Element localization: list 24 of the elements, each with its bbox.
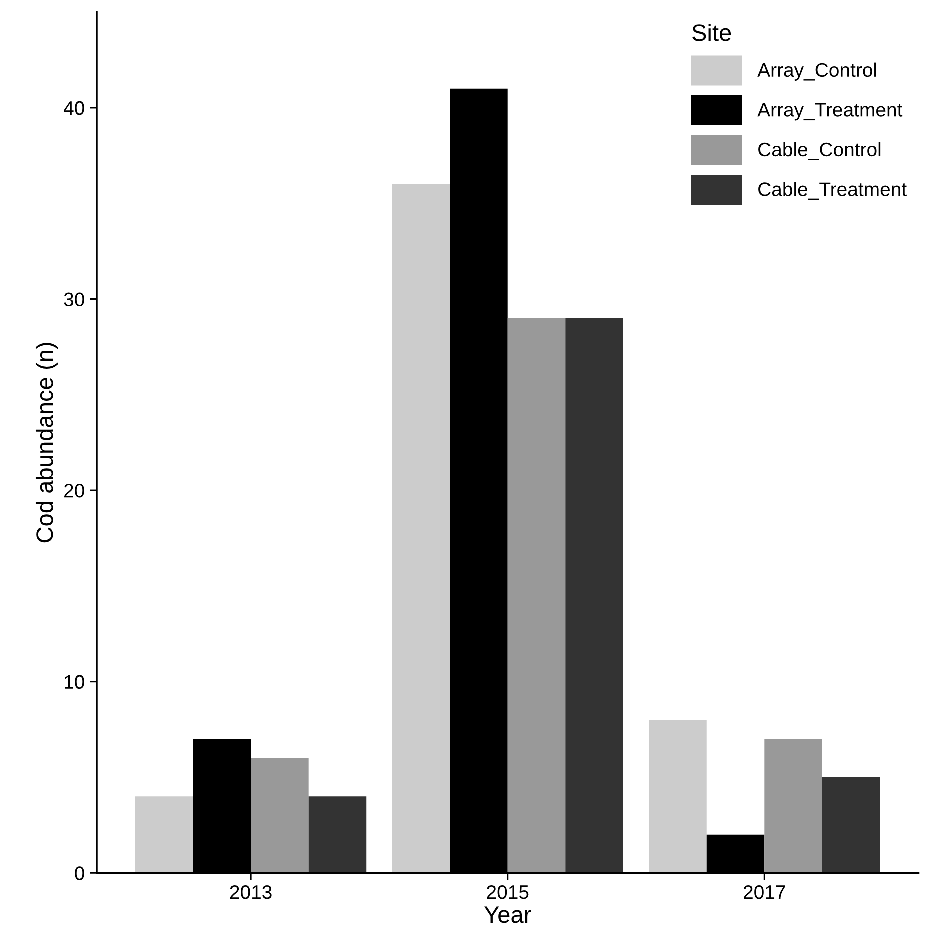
y-tick-label: 40 — [64, 101, 84, 116]
x-axis-title: Year — [484, 906, 532, 924]
x-tick-label: 2013 — [230, 885, 272, 900]
legend-label: Cable_Control — [758, 142, 881, 160]
legend-title: Site — [692, 24, 732, 42]
bar — [136, 796, 194, 874]
y-tick-label: 0 — [75, 866, 84, 880]
y-tick-label: 30 — [64, 292, 84, 306]
bar — [649, 720, 707, 874]
bar — [392, 184, 450, 874]
x-tick-label: 2015 — [487, 885, 529, 900]
bar — [566, 318, 624, 874]
y-tick-label: 10 — [65, 675, 84, 690]
bar — [251, 758, 309, 874]
bar — [508, 318, 566, 874]
y-axis-title: Cod abundance (n) — [36, 343, 58, 543]
bar — [822, 777, 880, 874]
legend-label: Cable_Treatment — [758, 182, 907, 200]
bar — [764, 739, 822, 874]
bar — [308, 796, 367, 874]
legend-label: Array_Treatment — [758, 103, 903, 121]
y-tick-label: 20 — [64, 484, 84, 498]
x-tick-label: 2017 — [744, 885, 786, 900]
legend-label: Array_Control — [758, 62, 876, 81]
